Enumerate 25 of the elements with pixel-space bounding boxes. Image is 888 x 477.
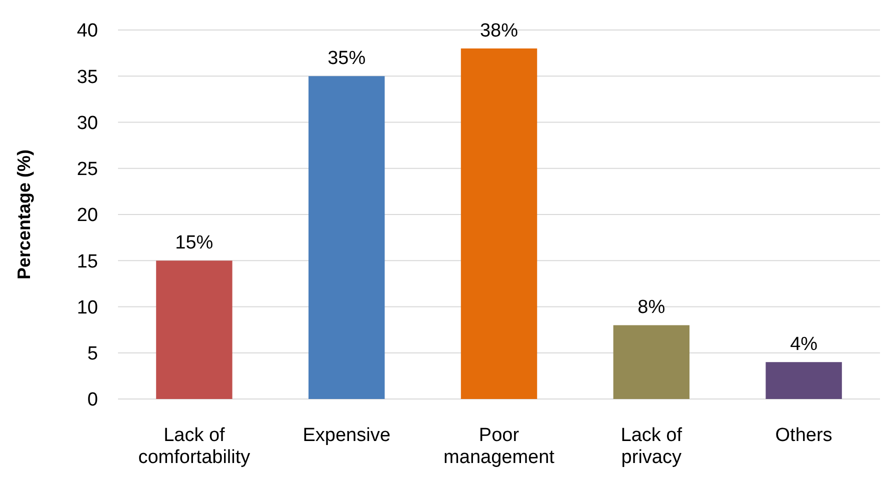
bar — [613, 325, 690, 399]
y-tick-label: 25 — [76, 159, 98, 180]
data-label: 4% — [790, 334, 818, 356]
y-tick-label: 10 — [76, 297, 98, 318]
y-tick-label: 20 — [76, 205, 98, 226]
bar — [766, 362, 842, 399]
y-tick-label: 35 — [76, 66, 98, 88]
x-tick-label: Lack of privacy — [620, 425, 683, 468]
y-axis-title: Percentage (%) — [14, 149, 34, 280]
y-tick-label: 0 — [87, 390, 98, 411]
data-label: 35% — [328, 48, 366, 70]
y-tick-label: 30 — [76, 112, 98, 134]
x-tick-label: Expensive — [302, 425, 390, 446]
y-tick-label: 5 — [87, 344, 98, 365]
y-tick-label: 15 — [76, 251, 98, 272]
data-label: 15% — [175, 232, 214, 254]
bar — [308, 76, 385, 399]
bar — [156, 260, 232, 399]
x-tick-label: Lack of comfortability — [138, 425, 251, 468]
bar — [460, 48, 538, 399]
data-label: 8% — [638, 297, 666, 318]
y-tick-label: 40 — [76, 20, 98, 42]
x-tick-label: Poor management — [444, 425, 556, 468]
x-tick-label: Others — [775, 425, 832, 446]
data-label: 38% — [480, 20, 518, 42]
